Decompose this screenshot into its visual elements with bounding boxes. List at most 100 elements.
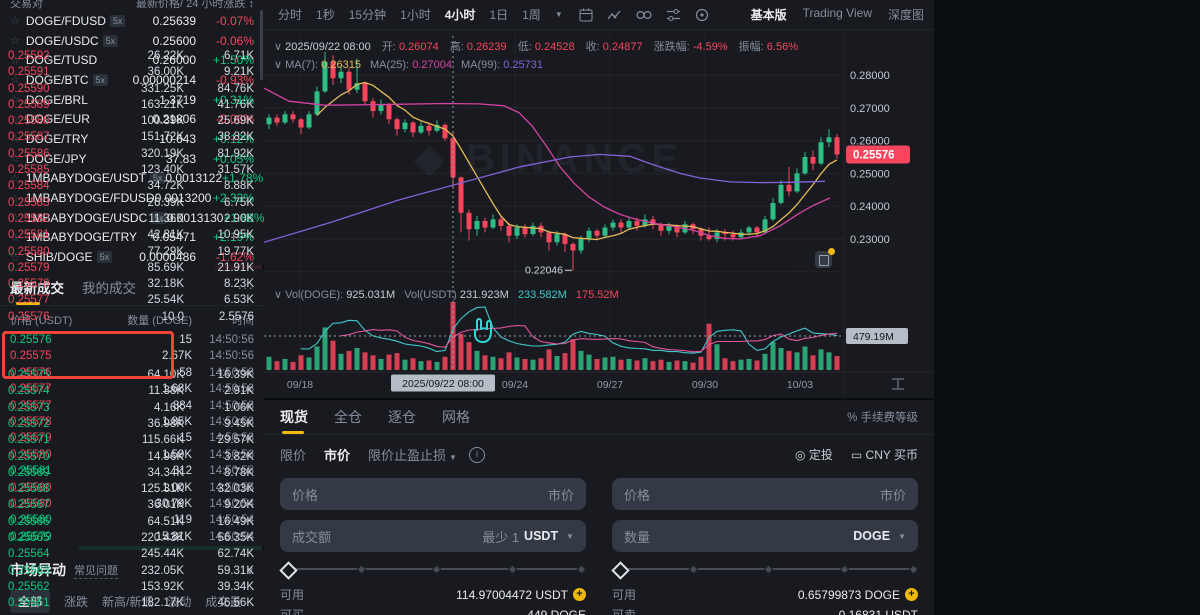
bid-row[interactable]: 0.25561 182.17K 46.56K [0,595,262,612]
interval-1秒[interactable]: 1秒 [316,8,335,22]
more-menu-icon[interactable]: ··· [237,279,254,295]
order-type-limit[interactable]: 限价 [280,448,307,463]
pair-row-DOGE/TRY[interactable]: ☆ DOGE/TRY 10.643 +0.12% [0,129,264,149]
ask-row[interactable]: 0.25591 36.00K 9.21K [0,64,262,81]
pair-row-1MBABYDOGE/USDT[interactable]: ☆ 1MBABYDOGE/USDT 5x 0.0013122 +1.78% [0,169,264,189]
compare-candles-icon[interactable] [636,8,652,22]
interval-分时[interactable]: 分时 [278,8,303,22]
sell-amount-slider[interactable] [611,561,919,580]
movers-tab-涨跌[interactable]: 涨跌 [64,595,89,609]
news-event-marker[interactable] [815,248,835,268]
ask-row[interactable]: 0.25588 100.39K 25.69K [0,113,262,130]
faq-link[interactable]: 常见问题 [74,562,118,579]
pair-row-1MBABYDOGE/TRY[interactable]: ☆ 1MBABYDOGE/TRY 0.05471 +2.19% [0,228,264,248]
favorite-star-icon[interactable]: ☆ [10,54,20,67]
movers-tab-全部[interactable]: 全部 [10,590,51,613]
bid-row[interactable]: 0.25564 245.44K 62.74K [0,546,262,563]
view-Trading View[interactable]: Trading View [802,6,872,20]
ask-row[interactable]: 0.25585 123.40K 31.57K [0,162,262,179]
indicator-settings-icon[interactable] [666,8,681,22]
order-type-market[interactable]: 市价 [324,448,351,463]
favorite-star-icon[interactable]: ☆ [10,113,20,126]
bid-row[interactable]: 0.25566 64.51K 16.49K [0,513,262,531]
interval-1小时[interactable]: 1小时 [400,8,431,22]
line-chart-icon[interactable] [607,8,622,22]
interval-15分钟[interactable]: 15分钟 [348,8,387,22]
bid-row[interactable]: 0.25570 14.96K 3.82K [0,448,262,465]
candlestick-chart[interactable]: ◆ BINANCE0.280000.270000.260000.250000.2… [264,0,934,398]
bid-row[interactable]: 0.25568 125.31K 32.03K [0,481,262,498]
bid-row[interactable]: 0.25575 64.10K 16.39K [0,367,262,384]
ask-row[interactable]: 0.25586 320.19K 81.92K [0,145,262,163]
interval-1日[interactable]: 1日 [489,8,509,22]
sell-unit-dropdown[interactable]: DOGE [853,529,891,543]
slider-tick[interactable] [908,564,919,575]
favorite-star-icon[interactable]: ☆ [10,94,20,107]
bid-row[interactable]: 0.25572 36.98K 9.45K [0,415,262,433]
bid-row[interactable]: 0.25567 36.01K 9.20K [0,497,262,514]
sell-amount-field[interactable]: 数量 DOGE ▼ [612,520,918,552]
ask-row[interactable]: 0.25584 34.72K 8.88K [0,178,262,195]
tab-cross-margin[interactable]: 全仓 [334,409,362,425]
interval-more-dropdown[interactable]: ▼ [554,10,563,19]
ask-row[interactable]: 0.25583 26.39K 6.75K [0,194,262,211]
bid-row[interactable]: 0.25562 153.92K 39.34K [0,578,262,596]
ask-row[interactable]: 0.25579 85.69K 21.91K [0,259,262,277]
pair-row-1MBABYDOGE/FDUSD[interactable]: ☆ 1MBABYDOGE/FDUSD 0.0013200 +2.33% [0,188,264,208]
sort-icon[interactable]: ↕ [248,0,255,10]
favorite-star-icon[interactable]: ☆ [10,192,20,205]
sell-price-field[interactable]: 价格 市价 [612,478,918,510]
slider-tick[interactable] [763,564,774,575]
pair-row-DOGE/BRL[interactable]: ☆ DOGE/BRL 1.3719 +0.31% [0,90,264,110]
fee-level-link[interactable]: % 手续费等级 [847,412,918,424]
pair-row-DOGE/TUSD[interactable]: ☆ DOGE/TUSD 0.26000 +1.50% [0,50,264,70]
movers-tab-波动[interactable]: 波动 [167,595,192,609]
scrollbar[interactable] [260,10,263,80]
slider-tick[interactable] [839,564,849,575]
pair-row-DOGE/BTC[interactable]: ☆ DOGE/BTC 5x 0.00000214 -0.93% [0,70,264,90]
slider-tick[interactable] [688,564,698,575]
pair-row-DOGE/USDC[interactable]: ☆ DOGE/USDC 5x 0.25600 -0.06% [0,31,264,51]
movers-tab-新高/新低[interactable]: 新高/新低 [102,595,154,609]
tab-grid[interactable]: 网格 [442,409,470,425]
tab-recent-trades[interactable]: 最新成交 [10,277,64,305]
buy-unit-dropdown[interactable]: USDT [524,529,559,543]
view-深度图[interactable]: 深度图 [887,8,924,22]
order-type-stop-limit[interactable]: 限价止盈止损 ▼ [368,448,457,463]
ask-row[interactable]: 0.25581 42.81K 10.95K [0,227,262,244]
ask-row[interactable]: 0.25592 26.22K 6.71K [0,48,262,65]
favorite-star-icon[interactable]: ☆ [10,231,20,244]
interval-1周[interactable]: 1周 [522,8,541,22]
favorite-star-icon[interactable]: ☆ [10,74,20,87]
bid-row[interactable]: 0.25563 232.05K 59.31K [0,562,262,579]
ask-row[interactable]: 0.25580 77.29K 19.77K [0,243,262,260]
pair-row-DOGE/EUR[interactable]: ☆ DOGE/EUR 0.21806 -0.06% [0,109,264,129]
deposit-icon[interactable]: + [905,588,918,601]
price-scale-icon[interactable] [892,378,904,390]
collapse-chevron-icon[interactable]: ∨ [245,564,254,577]
target-icon[interactable] [695,8,709,22]
favorite-star-icon[interactable]: ☆ [10,133,20,146]
favorite-star-icon[interactable]: ☆ [10,153,20,166]
slider-tick[interactable] [507,564,517,575]
slider-handle[interactable] [279,561,298,580]
cny-buy-button[interactable]: ▭ CNY 买币 [850,448,918,462]
ask-row[interactable]: 0.25587 151.72K 38.82K [0,129,262,146]
ask-row[interactable]: 0.25582 11.36K 2.90K [0,210,262,228]
slider-handle[interactable] [611,561,630,580]
favorite-star-icon[interactable]: ☆ [10,172,20,185]
slider-tick[interactable] [356,564,366,575]
interval-4小时[interactable]: 4小时 [444,8,476,22]
bid-row[interactable]: 0.25574 11.38K 2.91K [0,383,262,400]
slider-tick[interactable] [576,564,587,575]
ask-row[interactable]: 0.25577 25.54K 6.53K [0,292,262,309]
buy-price-field[interactable]: 价格 市价 [280,478,586,510]
buy-amount-slider[interactable] [279,561,587,580]
pair-row-DOGE/FDUSD[interactable]: ☆ DOGE/FDUSD 5x 0.25639 -0.07% [0,11,264,31]
tab-spot[interactable]: 现货 [280,400,308,434]
bid-row[interactable]: 0.25569 34.34K 8.78K [0,464,262,482]
ask-row[interactable]: 0.25590 331.25K 84.76K [0,80,262,97]
info-icon[interactable]: i [468,446,485,463]
bid-row[interactable]: 0.25565 220.43K 56.35K [0,530,262,547]
tab-my-trades[interactable]: 我的成交 [82,281,136,296]
